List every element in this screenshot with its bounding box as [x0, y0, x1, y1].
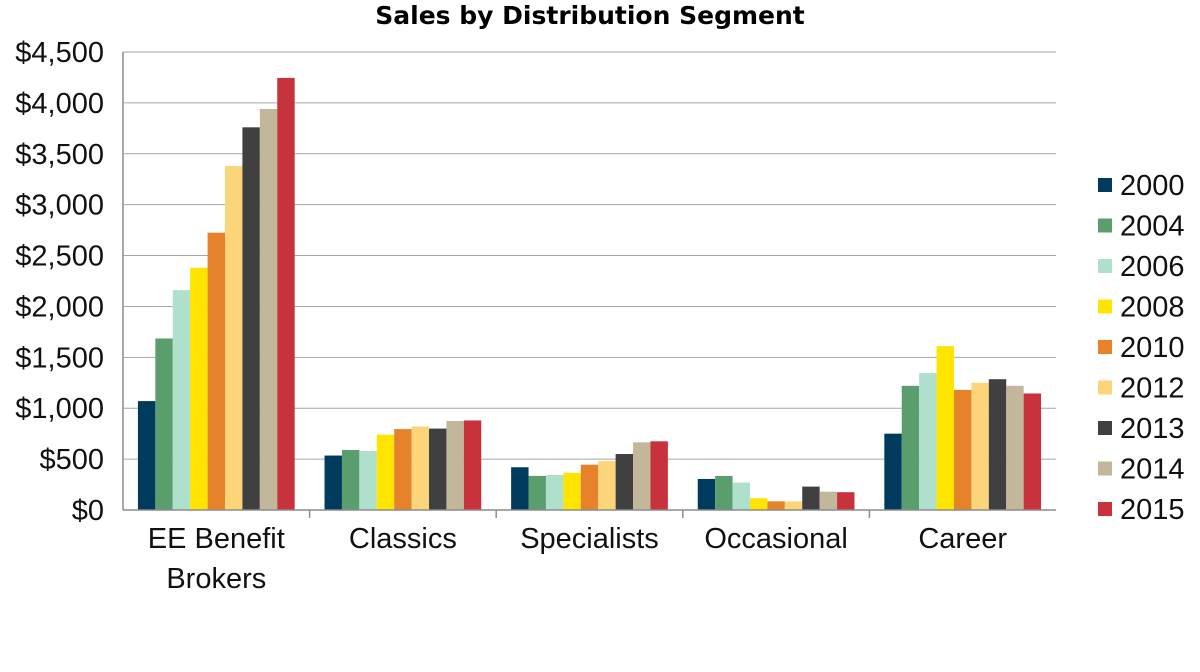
- bar: [411, 426, 430, 510]
- bar: [207, 232, 226, 510]
- legend-label: 2015: [1120, 494, 1185, 526]
- legend-swatch: [1098, 340, 1112, 354]
- legend-label: 2006: [1120, 251, 1185, 283]
- bar: [394, 429, 412, 510]
- category-label: EE Benefit Brokers: [148, 523, 285, 595]
- bar: [242, 127, 260, 510]
- legend-swatch: [1098, 218, 1112, 233]
- bar: [615, 454, 634, 510]
- legend-swatch: [1098, 380, 1112, 395]
- category-label: Classics: [349, 523, 457, 555]
- legend-item: 2012: [1098, 373, 1185, 405]
- y-tick-label: $4,500: [15, 37, 104, 69]
- bar: [988, 379, 1007, 510]
- bar: [511, 467, 529, 510]
- chart-title: Sales by Distribution Segment: [375, 1, 804, 30]
- y-tick-label: $3,500: [15, 139, 104, 171]
- bar: [324, 455, 342, 510]
- category-label: Occasional: [704, 523, 847, 555]
- legend-swatch: [1098, 421, 1112, 435]
- bar: [563, 472, 581, 510]
- bar: [1023, 393, 1042, 510]
- legend-label: 2008: [1120, 292, 1185, 324]
- bars: [137, 77, 1042, 511]
- legend: 2000 2004 2006 2008 2010 2012 2013 2014 2015: [1098, 170, 1185, 526]
- bar: [732, 482, 750, 510]
- bar: [137, 401, 156, 510]
- legend-item: 2006: [1098, 251, 1185, 283]
- bar: [784, 501, 803, 510]
- bar: [697, 478, 716, 510]
- y-tick-label: $1,000: [15, 393, 104, 425]
- y-tick-label: $500: [39, 444, 104, 476]
- bar: [715, 475, 733, 510]
- bar: [429, 428, 447, 510]
- legend-item: 2004: [1098, 211, 1185, 243]
- y-tick-label: $2,000: [15, 291, 104, 323]
- bar: [650, 441, 668, 510]
- bar: [953, 389, 972, 510]
- bar: [341, 449, 360, 510]
- legend-swatch: [1098, 461, 1112, 476]
- category-labels: EE Benefit Brokers Classics Specialists Occa…: [148, 523, 1008, 595]
- bar: [901, 385, 920, 510]
- bar: [225, 165, 243, 511]
- y-axis-tick-labels: $0 $500 $1,000 $1,500 $2,000 $2,500 $3,000 $3,5…: [15, 37, 104, 527]
- bar: [190, 267, 208, 510]
- legend-label: 2014: [1120, 454, 1185, 486]
- y-tick-label: $0: [72, 495, 104, 527]
- legend-item: 2008: [1098, 292, 1185, 324]
- bar: [767, 501, 785, 510]
- bar: [936, 346, 954, 510]
- legend-item: 2015: [1098, 494, 1185, 526]
- category-label: Specialists: [520, 523, 659, 555]
- y-tick-label: $4,000: [15, 88, 104, 120]
- legend-swatch: [1098, 299, 1112, 314]
- legend-item: 2013: [1098, 413, 1185, 445]
- axes: [122, 52, 1056, 518]
- legend-item: 2010: [1098, 332, 1185, 364]
- bar: [884, 433, 902, 510]
- bar: [446, 420, 464, 510]
- category-label: Career: [918, 523, 1007, 555]
- legend-label: 2013: [1120, 413, 1185, 445]
- bar: [172, 290, 191, 510]
- bar: [749, 498, 768, 510]
- bar: [155, 338, 173, 510]
- bar: [359, 450, 377, 510]
- legend-item: 2000: [1098, 170, 1185, 202]
- bar: [1006, 385, 1024, 510]
- bar: [633, 442, 651, 510]
- bar: [528, 475, 546, 510]
- y-tick-label: $1,500: [15, 342, 104, 374]
- bar: [580, 464, 599, 510]
- bar: [545, 474, 564, 510]
- bar: [919, 373, 937, 510]
- legend-label: 2000: [1120, 170, 1185, 202]
- bar: [802, 486, 820, 510]
- legend-label: 2010: [1120, 332, 1185, 364]
- legend-swatch: [1098, 259, 1112, 273]
- legend-swatch: [1098, 502, 1112, 516]
- bar: [277, 77, 295, 510]
- bar: [463, 420, 482, 510]
- y-tick-label: $2,500: [15, 241, 104, 273]
- bar: [971, 382, 989, 510]
- y-tick-label: $3,000: [15, 190, 104, 222]
- legend-label: 2012: [1120, 373, 1185, 405]
- bar: [819, 491, 838, 510]
- legend-item: 2014: [1098, 454, 1185, 486]
- legend-label: 2004: [1120, 211, 1185, 243]
- bar: [598, 461, 616, 510]
- legend-swatch: [1098, 178, 1112, 192]
- bar: [837, 492, 855, 510]
- bar: [376, 434, 395, 510]
- bar: [259, 108, 278, 511]
